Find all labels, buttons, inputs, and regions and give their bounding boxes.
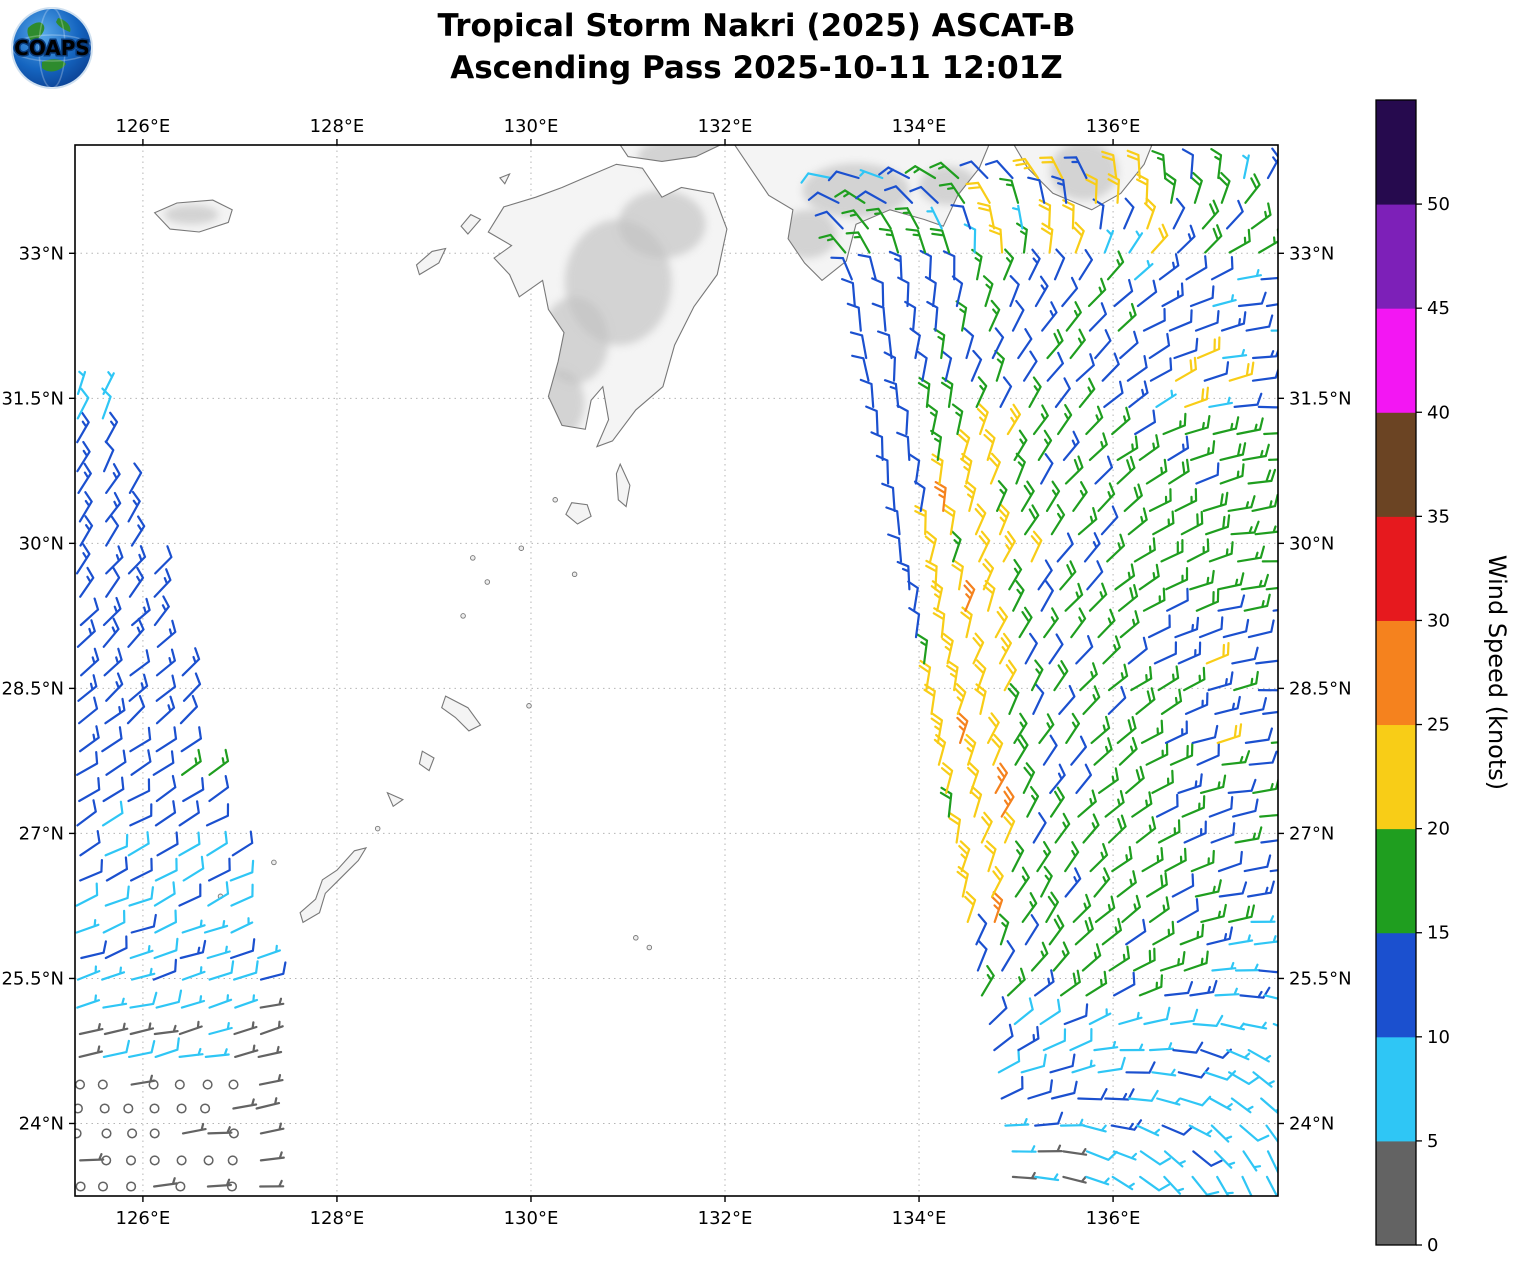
axes-layer: 126°E 126°E 128°E 128°E 130°E 130°E 132°E 132°E… (1, 116, 1351, 1229)
svg-text:5: 5 (1427, 1131, 1438, 1152)
svg-text:10: 10 (1427, 1027, 1450, 1048)
title-block: Tropical Storm Nakri (2025) ASCAT-B Asce… (0, 6, 1513, 89)
svg-text:25: 25 (1427, 715, 1450, 736)
svg-text:15: 15 (1427, 923, 1450, 944)
grid-layer (75, 145, 1278, 1196)
svg-text:24°N: 24°N (1289, 1113, 1334, 1134)
svg-text:128°E: 128°E (310, 116, 365, 137)
svg-text:33°N: 33°N (19, 243, 64, 264)
coaps-logo-text: COAPS (14, 36, 90, 60)
svg-text:126°E: 126°E (116, 116, 171, 137)
svg-text:134°E: 134°E (892, 1208, 947, 1229)
globe-land (42, 59, 66, 72)
svg-text:45: 45 (1427, 298, 1450, 319)
wind-barbs-right-swath (800, 147, 1278, 1196)
svg-text:27°N: 27°N (19, 823, 64, 844)
svg-text:128°E: 128°E (310, 1208, 365, 1229)
svg-text:132°E: 132°E (698, 1208, 753, 1229)
svg-text:25.5°N: 25.5°N (1289, 968, 1352, 989)
svg-text:50: 50 (1427, 194, 1450, 215)
svg-text:31.5°N: 31.5°N (1, 388, 64, 409)
globe-land (56, 18, 71, 32)
svg-text:30°N: 30°N (1289, 533, 1334, 554)
svg-text:24°N: 24°N (19, 1113, 64, 1134)
plot-title: Tropical Storm Nakri (2025) ASCAT-B (437, 8, 1076, 44)
svg-text:134°E: 134°E (892, 116, 947, 137)
wind-barbs-left-swath (75, 370, 287, 1192)
svg-text:25.5°N: 25.5°N (1, 968, 64, 989)
svg-text:30: 30 (1427, 610, 1450, 631)
svg-text:0: 0 (1427, 1235, 1438, 1256)
colorbar: 0 5 10 15 20 25 30 35 40 45 50 Wind Speed (knots) (1375, 99, 1511, 1256)
svg-text:40: 40 (1427, 402, 1450, 423)
svg-text:35: 35 (1427, 506, 1450, 527)
wind-barbs-layer (75, 147, 1278, 1196)
svg-text:136°E: 136°E (1086, 116, 1141, 137)
colorbar-label: Wind Speed (knots) (1483, 555, 1511, 790)
svg-text:33°N: 33°N (1289, 243, 1334, 264)
plot-subtitle: Ascending Pass 2025-10-11 12:01Z (450, 49, 1063, 86)
svg-text:130°E: 130°E (504, 116, 559, 137)
coaps-logo-globe: COAPS (11, 7, 93, 89)
svg-text:28.5°N: 28.5°N (1, 678, 64, 699)
svg-text:132°E: 132°E (698, 116, 753, 137)
svg-text:126°E: 126°E (116, 1208, 171, 1229)
coaps-logo: COAPS (8, 4, 96, 92)
svg-text:27°N: 27°N (1289, 823, 1334, 844)
svg-text:30°N: 30°N (19, 533, 64, 554)
svg-text:28.5°N: 28.5°N (1289, 678, 1352, 699)
svg-text:31.5°N: 31.5°N (1289, 388, 1352, 409)
svg-text:20: 20 (1427, 819, 1450, 840)
svg-text:130°E: 130°E (504, 1208, 559, 1229)
globe-land (27, 22, 45, 44)
svg-text:136°E: 136°E (1086, 1208, 1141, 1229)
